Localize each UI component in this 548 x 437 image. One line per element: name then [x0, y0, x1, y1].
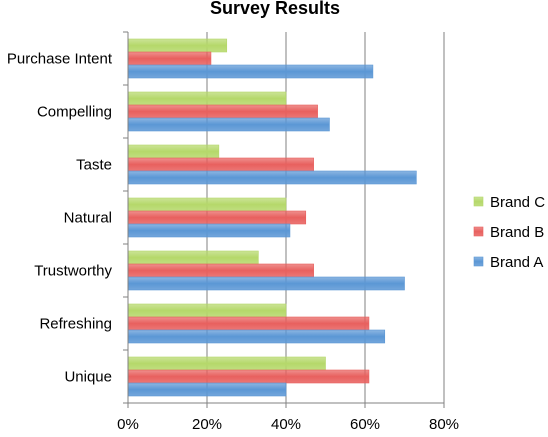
bar-compelling-brand-c: [127, 91, 287, 106]
bar-unique-brand-b: [127, 369, 370, 384]
axes: [123, 31, 445, 408]
bar-natural-brand-a: [127, 223, 291, 238]
category-label-trustworthy: Trustworthy: [34, 263, 112, 280]
x-tick-label-3: 60%: [350, 416, 380, 432]
bar-purchase-intent-brand-a: [127, 64, 374, 79]
legend-swatch-brand-b: [473, 226, 484, 237]
legend-swatch-brand-c: [473, 196, 484, 207]
category-label-natural: Natural: [64, 210, 112, 227]
legend: Brand C Brand B Brand A: [473, 194, 545, 271]
category-label-refreshing: Refreshing: [39, 316, 112, 333]
category-label-compelling: Compelling: [37, 104, 112, 121]
bar-purchase-intent-brand-c: [127, 38, 228, 53]
chart-title: Survey Results: [210, 0, 340, 18]
bar-trustworthy-brand-c: [127, 250, 259, 265]
category-label-purchase-intent: Purchase Intent: [7, 51, 113, 68]
bars: [127, 38, 417, 397]
legend-label-brand-b: Brand B: [490, 224, 544, 241]
bar-trustworthy-brand-b: [127, 263, 314, 278]
bar-refreshing-brand-a: [127, 329, 386, 344]
category-label-taste: Taste: [76, 157, 112, 174]
bar-natural-brand-b: [127, 210, 307, 225]
bar-natural-brand-c: [127, 197, 287, 212]
bar-unique-brand-c: [127, 356, 326, 371]
legend-label-brand-c: Brand C: [490, 194, 545, 211]
bar-purchase-intent-brand-b: [127, 51, 212, 66]
x-tick-labels: 0% 20% 40% 60% 80%: [117, 416, 459, 433]
x-tick-label-1: 20%: [192, 416, 222, 432]
bar-taste-brand-c: [127, 144, 220, 159]
bar-unique-brand-a: [127, 382, 287, 397]
bar-compelling-brand-b: [127, 104, 318, 119]
category-label-unique: Unique: [64, 369, 112, 386]
bar-compelling-brand-a: [127, 117, 330, 132]
bar-refreshing-brand-c: [127, 303, 287, 318]
x-tick-label-2: 40%: [271, 416, 301, 432]
x-tick-label-4: 80%: [429, 416, 459, 432]
bar-taste-brand-a: [127, 170, 417, 185]
bar-taste-brand-b: [127, 157, 314, 172]
bar-refreshing-brand-b: [127, 316, 370, 331]
x-tick-label-0: 0%: [117, 416, 139, 432]
legend-label-brand-a: Brand A: [490, 254, 543, 271]
legend-swatch-brand-a: [473, 256, 484, 267]
bar-trustworthy-brand-a: [127, 276, 405, 291]
category-labels: Purchase Intent Compelling Taste Natural Tru…: [7, 51, 113, 386]
